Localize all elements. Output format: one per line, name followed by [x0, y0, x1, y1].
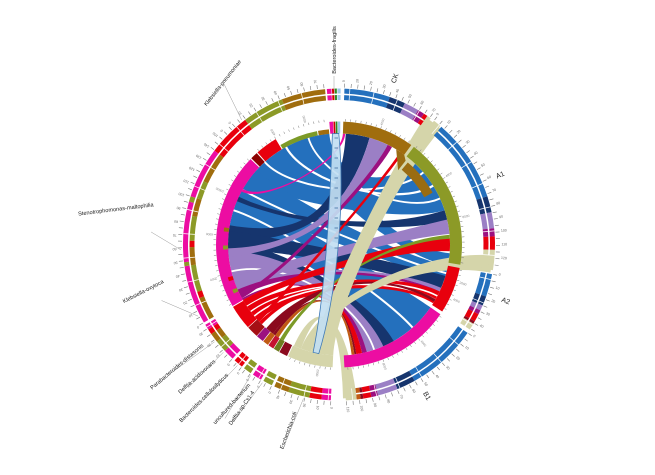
svg-text:50: 50 [423, 382, 428, 387]
svg-text:0: 0 [220, 128, 224, 132]
svg-text:10: 10 [446, 119, 452, 125]
svg-text:80: 80 [496, 201, 501, 206]
svg-text:120: 120 [188, 166, 195, 172]
svg-text:10: 10 [215, 353, 221, 359]
svg-text:130: 130 [195, 153, 202, 160]
svg-text:20: 20 [302, 403, 307, 408]
svg-text:30: 30 [382, 84, 387, 89]
svg-text:Bacteroides-fragilis: Bacteroides-fragilis [332, 26, 338, 74]
svg-text:0: 0 [228, 121, 232, 125]
svg-text:20: 20 [369, 81, 374, 86]
svg-text:40: 40 [273, 90, 278, 95]
svg-text:100: 100 [501, 228, 507, 232]
svg-text:0: 0 [196, 325, 200, 329]
svg-text:0: 0 [226, 363, 230, 367]
svg-text:50: 50 [173, 261, 177, 265]
svg-text:B1: B1 [421, 391, 431, 402]
svg-text:4000: 4000 [452, 297, 460, 304]
svg-text:4000: 4000 [269, 128, 276, 136]
svg-text:90: 90 [176, 206, 181, 211]
svg-text:90: 90 [373, 403, 378, 408]
svg-text:20: 20 [491, 299, 496, 304]
svg-text:6000: 6000 [302, 115, 308, 123]
svg-text:0: 0 [267, 391, 271, 395]
svg-text:0: 0 [472, 334, 476, 338]
svg-text:70: 70 [431, 107, 437, 113]
svg-text:100: 100 [359, 405, 364, 411]
svg-text:70: 70 [173, 233, 177, 237]
svg-text:0: 0 [245, 378, 249, 382]
svg-text:40: 40 [175, 274, 180, 279]
svg-text:8000: 8000 [462, 214, 470, 219]
svg-text:20: 20 [183, 300, 188, 305]
svg-text:40: 40 [473, 151, 478, 157]
svg-text:80: 80 [174, 219, 178, 224]
svg-text:40: 40 [434, 374, 440, 380]
svg-text:90: 90 [499, 215, 504, 220]
svg-text:0: 0 [329, 407, 333, 409]
svg-text:4000: 4000 [420, 339, 428, 347]
svg-text:150: 150 [212, 131, 219, 138]
svg-text:110: 110 [183, 178, 190, 184]
svg-text:50: 50 [286, 85, 291, 90]
svg-text:10: 10 [237, 110, 243, 116]
svg-text:140: 140 [203, 142, 210, 149]
svg-text:50: 50 [480, 162, 485, 167]
svg-text:30: 30 [288, 399, 293, 404]
svg-text:10: 10 [495, 286, 500, 291]
svg-text:60: 60 [173, 247, 177, 251]
svg-text:20: 20 [456, 129, 462, 135]
svg-text:30: 30 [485, 311, 490, 316]
svg-text:4000: 4000 [445, 171, 453, 178]
svg-text:20: 20 [206, 342, 212, 348]
svg-text:0: 0 [436, 112, 440, 116]
svg-text:A1: A1 [495, 171, 506, 181]
svg-text:10: 10 [355, 79, 359, 83]
svg-text:10: 10 [188, 313, 193, 318]
svg-text:50: 50 [408, 94, 413, 99]
svg-text:0: 0 [342, 80, 346, 82]
svg-text:110: 110 [501, 242, 507, 246]
svg-text:110: 110 [346, 407, 350, 413]
svg-text:10: 10 [315, 405, 319, 409]
svg-text:40: 40 [395, 88, 400, 93]
svg-text:40: 40 [275, 395, 280, 400]
svg-text:10000: 10000 [215, 186, 225, 193]
svg-text:A2: A2 [500, 297, 511, 307]
svg-text:70: 70 [492, 188, 497, 193]
svg-text:60: 60 [411, 388, 416, 393]
svg-text:20: 20 [248, 103, 253, 108]
svg-text:CK: CK [391, 72, 401, 84]
svg-text:30: 30 [178, 287, 183, 292]
svg-text:0: 0 [236, 371, 240, 375]
svg-text:30: 30 [261, 96, 266, 101]
svg-text:120: 120 [501, 256, 507, 261]
svg-text:2000: 2000 [459, 281, 467, 287]
svg-text:20: 20 [455, 355, 461, 361]
svg-text:70: 70 [313, 79, 318, 83]
svg-text:2000: 2000 [315, 369, 320, 377]
svg-text:8000: 8000 [381, 362, 387, 370]
svg-text:0: 0 [256, 385, 260, 389]
svg-text:40: 40 [479, 324, 484, 329]
svg-text:60: 60 [300, 82, 305, 87]
svg-text:60: 60 [420, 100, 425, 105]
svg-text:80: 80 [386, 399, 391, 404]
svg-text:60: 60 [487, 175, 492, 180]
svg-text:2000: 2000 [209, 276, 217, 282]
svg-text:30: 30 [465, 139, 471, 145]
svg-text:30: 30 [198, 331, 203, 336]
svg-text:30: 30 [445, 365, 451, 371]
svg-text:6000: 6000 [205, 232, 213, 237]
svg-text:4000: 4000 [379, 118, 385, 126]
svg-text:100: 100 [178, 192, 185, 198]
svg-text:10: 10 [464, 345, 470, 351]
svg-text:0: 0 [498, 273, 501, 277]
svg-text:70: 70 [399, 394, 404, 399]
